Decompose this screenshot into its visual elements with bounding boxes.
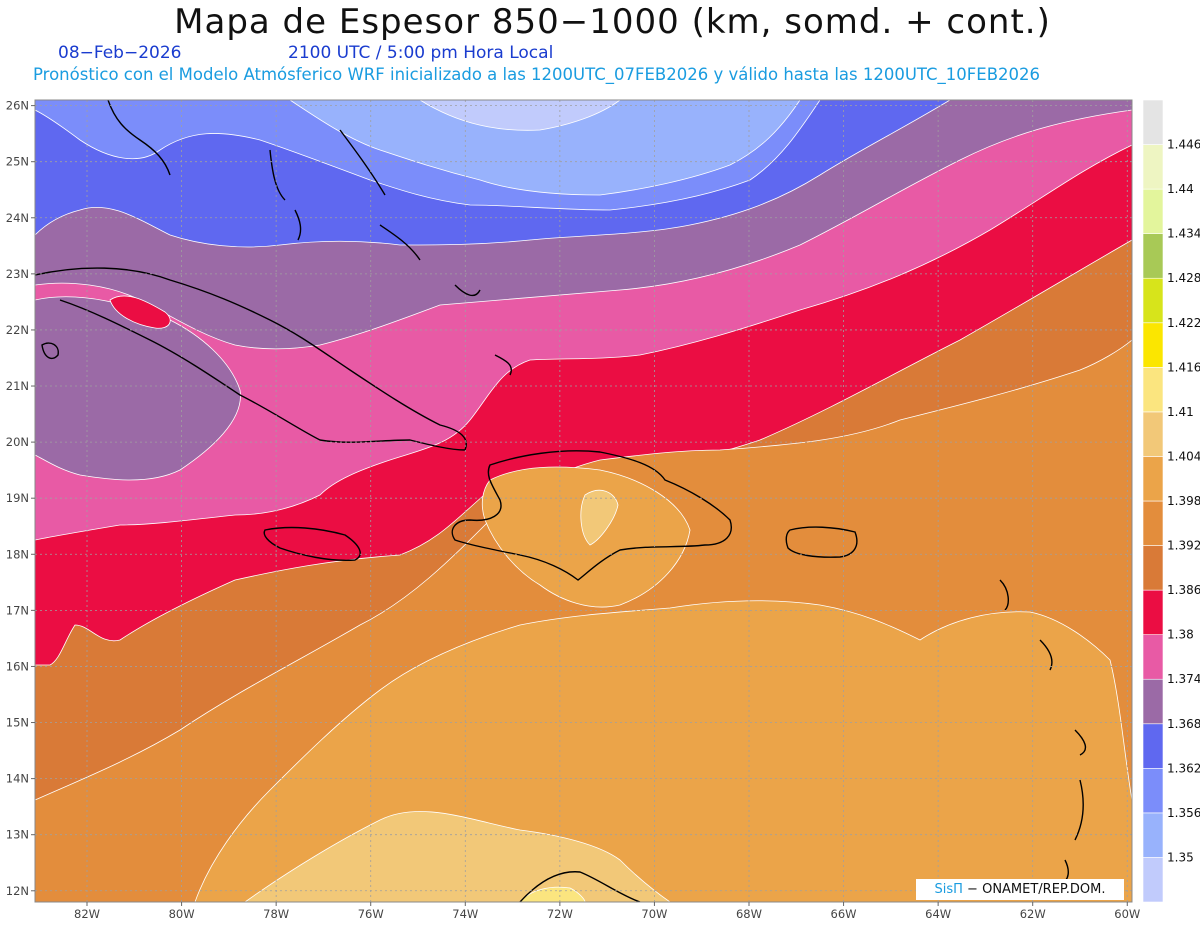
lat-tick-label: 26N: [6, 99, 29, 113]
colorbar-label: 1.386: [1167, 583, 1200, 597]
credit-brand: SisΠ: [934, 882, 963, 897]
colorbar-swatch: [1142, 144, 1164, 190]
band-1386-cuba: [109, 295, 171, 329]
credit-text: −: [962, 882, 978, 897]
colorbar-swatch: [1142, 367, 1164, 413]
valid-date: 08−Feb−2026: [58, 43, 182, 63]
coast-jamaica: [263, 526, 361, 562]
coast-lesser-antilles: [999, 579, 1087, 886]
lon-tick-label: 66W: [831, 907, 857, 921]
band-1410-hispaniola: [580, 489, 619, 546]
lon-tick-label: 78W: [263, 907, 289, 921]
lat-tick-label: 13N: [6, 828, 29, 842]
lon-tick-label: 68W: [736, 907, 762, 921]
lat-lon-grid: [35, 100, 1132, 902]
colorbar-label: 1.362: [1167, 761, 1200, 775]
lat-tick-label: 17N: [6, 603, 29, 617]
colorbar-swatch: [1142, 233, 1164, 279]
lon-tick-label: 72W: [547, 907, 573, 921]
forecast-description: Pronóstico con el Modelo Atmósferico WRF…: [33, 65, 1041, 84]
colorbar-swatch: [1142, 857, 1164, 903]
map-frame: [34, 99, 1133, 903]
colorbar-label: 1.422: [1167, 316, 1200, 330]
longitude-axis: 82W 80W 78W 76W 74W 72W 70W 68W 66W 64W 62W 60W: [74, 902, 1140, 921]
colorbar-label: 1.41: [1167, 405, 1194, 419]
colorbar-label: 1.446: [1167, 138, 1200, 152]
map-plot-area: [35, 100, 1132, 902]
colorbar: 1.35 1.356 1.362 1.368 1.374 1.38 1.386 1.392 1.…: [1142, 99, 1200, 903]
colorbar-label: 1.392: [1167, 539, 1200, 553]
colorbar-swatch: [1142, 768, 1164, 814]
colorbar-label: 1.404: [1167, 449, 1200, 463]
lon-tick-label: 64W: [925, 907, 951, 921]
lat-tick-label: 21N: [6, 379, 29, 393]
lat-tick-label: 14N: [6, 772, 29, 786]
colorbar-label: 1.416: [1167, 360, 1200, 374]
coastlines: [35, 100, 1087, 902]
coast-cuba-south: [59, 299, 466, 451]
colorbar-label: 1.44: [1167, 182, 1194, 196]
colorbar-swatch: [1142, 322, 1164, 368]
colorbar-swatch: [1142, 500, 1164, 546]
colorbar-label: 1.356: [1167, 806, 1200, 820]
lat-tick-label: 25N: [6, 155, 29, 169]
lat-tick-label: 18N: [6, 547, 29, 561]
valid-time: 2100 UTC / 5:00 pm Hora Local: [288, 43, 554, 63]
lon-tick-label: 62W: [1020, 907, 1046, 921]
lon-tick-label: 82W: [74, 907, 100, 921]
colorbar-swatch: [1142, 411, 1164, 457]
coast-puerto-rico: [785, 526, 858, 558]
coast-hispaniola: [451, 450, 732, 581]
colorbar-label: 1.374: [1167, 672, 1200, 686]
lon-tick-label: 74W: [452, 907, 478, 921]
lon-tick-label: 70W: [641, 907, 667, 921]
lat-tick-label: 22N: [6, 323, 29, 337]
colorbar-swatch: [1142, 188, 1164, 234]
colorbar-label: 1.38: [1167, 628, 1194, 642]
band-1416: [519, 886, 586, 902]
coast-florida: [107, 100, 171, 176]
lon-tick-label: 80W: [169, 907, 195, 921]
colorbar-label: 1.428: [1167, 271, 1200, 285]
credit-badge: SisΠ − ONAMET/REP.DOM.: [916, 879, 1124, 900]
lat-tick-label: 19N: [6, 491, 29, 505]
lat-tick-label: 20N: [6, 435, 29, 449]
lat-tick-label: 24N: [6, 211, 29, 225]
colorbar-swatch: [1142, 545, 1164, 591]
colorbar-label: 1.398: [1167, 494, 1200, 508]
lat-tick-label: 12N: [6, 884, 29, 898]
colorbar-label: 1.434: [1167, 227, 1200, 241]
coast-isle-of-youth: [41, 342, 59, 360]
band-1356: [289, 100, 801, 196]
colorbar-swatch: [1142, 723, 1164, 769]
coast-cuba-north: [35, 267, 467, 451]
colorbar-swatch: [1142, 678, 1164, 725]
lat-tick-label: 16N: [6, 659, 29, 673]
colorbar-swatch: [1142, 277, 1164, 324]
colorbar-swatch: [1142, 589, 1164, 635]
colorbar-swatch: [1142, 99, 1164, 145]
latitude-axis: 12N 13N 14N 15N 16N 17N 18N 19N 20N 21N 22N 23N 24N 2…: [6, 99, 35, 898]
colorbar-label: 1.368: [1167, 717, 1200, 731]
band-1350: [419, 100, 621, 131]
lat-tick-label: 23N: [6, 267, 29, 281]
coast-bahamas: [269, 129, 512, 376]
map-title: Mapa de Espesor 850−1000 (km, somd. + co…: [174, 2, 1051, 42]
colorbar-swatch: [1142, 634, 1164, 680]
credit-org: ONAMET/REP.DOM.: [977, 882, 1106, 897]
lon-tick-label: 76W: [358, 907, 384, 921]
colorbar-label: 1.35: [1167, 850, 1194, 864]
coast-south-america: [519, 871, 641, 902]
colorbar-swatch: [1142, 456, 1164, 502]
band-1410: [244, 811, 671, 902]
colorbar-swatch: [1142, 812, 1164, 858]
lat-tick-label: 15N: [6, 716, 29, 730]
lon-tick-label: 60W: [1114, 907, 1140, 921]
